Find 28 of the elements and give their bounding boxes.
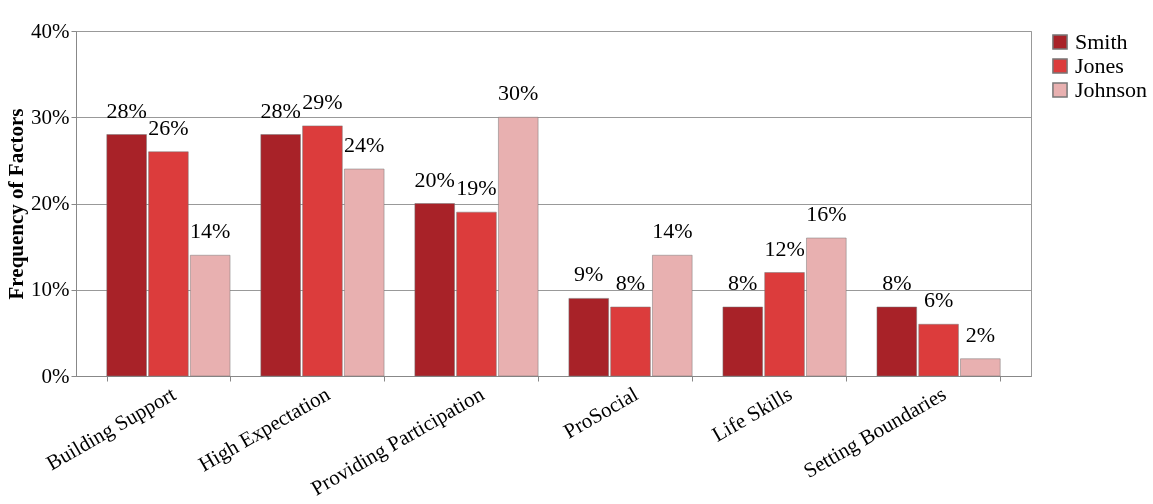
data-label: 9% bbox=[574, 261, 604, 287]
data-label: 29% bbox=[302, 88, 343, 114]
data-label: 30% bbox=[498, 80, 539, 106]
data-label: 24% bbox=[344, 132, 385, 157]
x-tick-label: Life Skills bbox=[707, 381, 797, 447]
legend-label: Jones bbox=[1075, 53, 1124, 78]
y-tick-label: 30% bbox=[31, 104, 70, 129]
y-tick-label: 10% bbox=[31, 277, 70, 302]
y-tick-label: 0% bbox=[41, 363, 70, 388]
data-label: 2% bbox=[965, 321, 996, 347]
legend-label: Smith bbox=[1075, 29, 1128, 54]
data-label: 28% bbox=[260, 97, 301, 123]
y-tick-label: 40% bbox=[31, 18, 70, 43]
data-label: 12% bbox=[764, 235, 805, 261]
data-label: 8% bbox=[882, 270, 912, 295]
data-label: 6% bbox=[923, 287, 954, 313]
data-label: 20% bbox=[414, 166, 455, 192]
data-label: 8% bbox=[615, 270, 646, 295]
data-label: 16% bbox=[806, 201, 847, 226]
data-label: 8% bbox=[728, 270, 758, 295]
y-axis-title: Frequency of Factors bbox=[4, 108, 29, 300]
data-label: 19% bbox=[456, 175, 497, 201]
data-label: 28% bbox=[106, 97, 147, 123]
data-label: 14% bbox=[652, 218, 693, 244]
y-tick-label: 20% bbox=[31, 191, 70, 215]
data-label: 14% bbox=[190, 218, 231, 244]
legend-label: Johnson bbox=[1075, 77, 1148, 102]
data-label: 26% bbox=[148, 114, 189, 140]
